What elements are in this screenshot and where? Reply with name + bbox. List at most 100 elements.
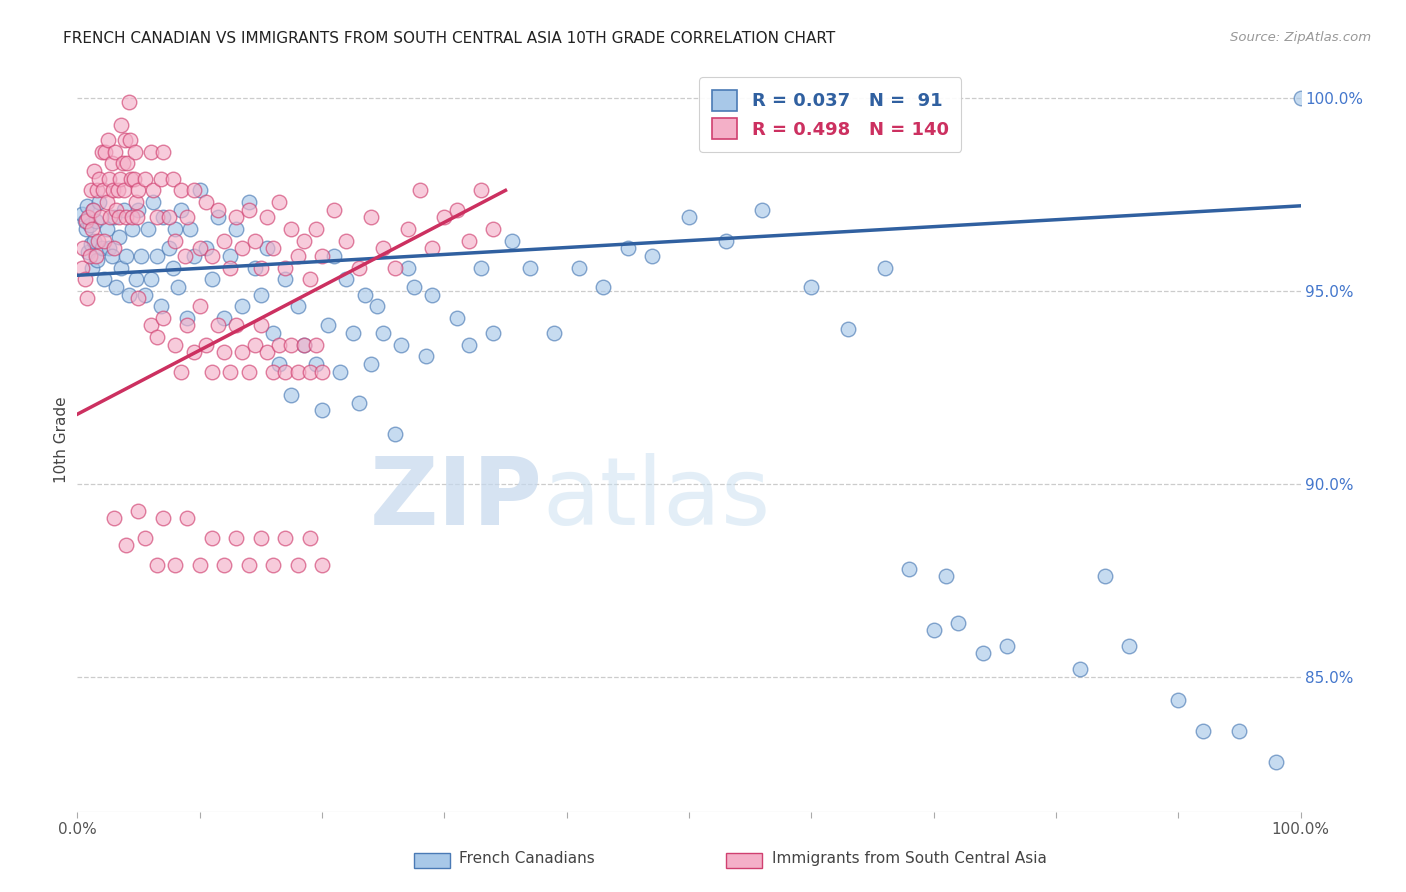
Point (79, 218, 101, 232)
Point (176, 318, 198, 333)
Point (274, 365, 297, 379)
Point (219, 260, 242, 275)
Point (946, 615, 969, 630)
Point (76, 199, 98, 213)
Point (420, 287, 443, 301)
Point (86, 252, 108, 267)
Point (384, 260, 406, 275)
Point (287, 299, 309, 313)
Point (176, 211, 198, 225)
Point (873, 260, 896, 275)
Point (105, 202, 128, 217)
Point (139, 318, 162, 333)
Point (118, 133, 141, 147)
Point (188, 299, 211, 313)
Point (136, 222, 159, 236)
Point (280, 388, 302, 402)
Point (125, 194, 148, 209)
Point (134, 171, 156, 186)
Point (183, 183, 205, 197)
Point (800, 280, 823, 294)
Point (127, 183, 149, 197)
Text: FRENCH CANADIAN VS IMMIGRANTS FROM SOUTH CENTRAL ASIA 10TH GRADE CORRELATION CHA: FRENCH CANADIAN VS IMMIGRANTS FROM SOUTH… (63, 31, 835, 46)
Point (256, 345, 278, 359)
Point (80, 237, 103, 252)
Point (335, 272, 357, 286)
Point (482, 222, 505, 236)
Point (170, 202, 193, 217)
Point (446, 202, 468, 217)
Point (201, 365, 224, 379)
Point (311, 365, 333, 379)
Point (127, 211, 149, 225)
Point (402, 280, 425, 294)
Point (82, 202, 104, 217)
Point (176, 511, 198, 525)
Point (1118, 639, 1140, 653)
Point (409, 183, 432, 197)
Point (188, 558, 211, 572)
Point (262, 241, 284, 255)
Point (250, 318, 273, 333)
Bar (725, 853, 762, 868)
Point (617, 241, 640, 255)
Point (112, 202, 135, 217)
Point (129, 249, 152, 263)
Point (149, 171, 172, 186)
Point (165, 338, 187, 352)
Point (194, 241, 217, 255)
Point (207, 202, 229, 217)
Point (1289, 91, 1312, 105)
Point (837, 322, 859, 336)
Point (165, 558, 187, 572)
Point (77, 245, 100, 260)
Point (311, 558, 333, 572)
Point (77, 211, 100, 225)
Point (262, 558, 284, 572)
Point (146, 558, 169, 572)
Point (157, 211, 180, 225)
Point (231, 241, 253, 255)
Point (83, 164, 105, 178)
Point (592, 280, 614, 294)
Point (70, 260, 93, 275)
Point (84, 214, 107, 228)
Point (641, 249, 664, 263)
Point (174, 249, 197, 263)
Point (108, 171, 131, 186)
Point (269, 194, 291, 209)
Point (274, 260, 297, 275)
Point (256, 241, 278, 255)
Point (501, 234, 523, 248)
Point (1094, 569, 1116, 583)
Point (118, 287, 141, 301)
Point (519, 260, 541, 275)
Point (305, 222, 328, 236)
Point (298, 365, 321, 379)
Point (311, 403, 333, 417)
Point (134, 287, 156, 301)
Point (1191, 723, 1213, 738)
Point (298, 272, 321, 286)
Point (323, 202, 346, 217)
Point (103, 241, 125, 255)
Point (127, 292, 149, 306)
Point (194, 338, 217, 352)
Point (108, 229, 131, 244)
Point (280, 338, 302, 352)
Text: Source: ZipAtlas.com: Source: ZipAtlas.com (1230, 31, 1371, 45)
Point (470, 260, 492, 275)
Point (335, 234, 357, 248)
Point (162, 171, 184, 186)
Point (100, 156, 122, 170)
Point (347, 260, 370, 275)
Point (238, 558, 260, 572)
Point (162, 260, 184, 275)
Point (149, 299, 172, 313)
Point (86, 183, 108, 197)
Point (188, 183, 211, 197)
Point (568, 260, 591, 275)
Point (225, 318, 247, 333)
Point (347, 395, 370, 409)
Point (188, 241, 211, 255)
